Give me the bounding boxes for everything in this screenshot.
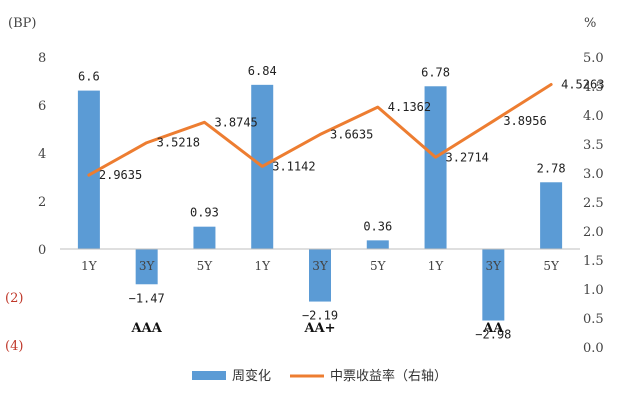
line-data-label: 3.5218 <box>157 136 200 150</box>
right-axis-unit: % <box>584 16 596 31</box>
left-tick-label: 8 <box>38 51 46 66</box>
line-data-label: 4.1362 <box>388 100 431 114</box>
right-tick-label: 2.5 <box>583 196 604 211</box>
yield-line <box>87 82 553 177</box>
bar <box>366 240 389 249</box>
bar-data-label: 6.84 <box>248 64 277 78</box>
left-axis-unit: (BP) <box>8 16 36 31</box>
left-tick-label: (4) <box>5 339 23 354</box>
right-tick-label: 3.5 <box>583 138 604 153</box>
category-label: 1Y <box>428 259 445 273</box>
line-data-labels: 2.9635 3.5218 3.8745 3.1142 3.6635 4.1362 3.27… <box>99 77 605 182</box>
left-tick-label: 4 <box>38 147 46 162</box>
bar-data-label: 0.93 <box>190 206 219 220</box>
bar-data-label: −1.47 <box>129 291 165 305</box>
bar-data-label: 0.36 <box>363 219 392 233</box>
category-label: 5Y <box>370 259 387 273</box>
left-tick-label: 2 <box>38 195 46 210</box>
right-tick-label: 1.5 <box>583 254 604 269</box>
line-data-label: 3.8745 <box>214 115 257 129</box>
line-data-label: 2.9635 <box>99 168 142 182</box>
legend-label-bar: 周变化 <box>232 368 271 384</box>
legend-swatch-bar <box>192 371 226 380</box>
bar <box>424 86 447 249</box>
right-tick-label: 0.0 <box>583 341 604 356</box>
bar-data-label: 2.78 <box>537 161 566 175</box>
category-label: 5Y <box>543 259 560 273</box>
legend: 周变化 中票收益率（右轴） <box>192 368 447 384</box>
line-data-label: 3.2714 <box>446 150 489 164</box>
right-tick-label: 4.0 <box>583 109 604 124</box>
bar <box>482 249 505 321</box>
bar-data-label: 6.6 <box>78 70 100 84</box>
left-axis: 8 6 4 2 0 (2) (4) <box>5 51 46 354</box>
right-tick-label: 5.0 <box>583 51 604 66</box>
bar-data-label: −2.98 <box>475 328 511 342</box>
group-labels: AAA AA+ AA <box>131 321 505 336</box>
bar-data-label: −2.19 <box>302 309 338 323</box>
category-label: 3Y <box>486 259 503 273</box>
bar <box>135 249 158 285</box>
right-tick-label: 2.0 <box>583 225 604 240</box>
line-series <box>87 82 553 177</box>
category-label: 3Y <box>139 259 156 273</box>
right-tick-label: 1.0 <box>583 283 604 298</box>
bar-data-labels: 6.6 −1.47 0.93 6.84 −2.19 0.36 6.78 −2.98 2.78 <box>78 64 566 342</box>
bar <box>77 90 100 249</box>
bar <box>540 182 563 249</box>
group-label: AA <box>482 321 504 336</box>
bar <box>193 226 216 249</box>
line-data-label: 4.5263 <box>561 77 604 91</box>
line-data-label: 3.6635 <box>330 128 373 142</box>
category-axis-labels: 1Y 3Y 5Y 1Y 3Y 5Y 1Y 3Y 5Y <box>81 259 560 273</box>
category-label: 3Y <box>312 259 329 273</box>
category-label: 1Y <box>254 259 271 273</box>
group-label: AAA <box>131 321 163 336</box>
right-tick-label: 0.5 <box>583 312 604 327</box>
category-label: 1Y <box>81 259 98 273</box>
left-tick-label: (2) <box>5 291 23 306</box>
left-tick-label: 6 <box>38 99 46 114</box>
bar-data-label: 6.78 <box>421 65 450 79</box>
bar <box>309 249 331 302</box>
left-tick-label: 0 <box>38 243 46 258</box>
bar-series <box>77 84 563 321</box>
legend-label-line: 中票收益率（右轴） <box>330 368 447 384</box>
line-data-label: 3.8956 <box>503 114 546 128</box>
right-tick-label: 3.0 <box>583 167 604 182</box>
right-axis: 5.0 4.5 4.0 3.5 3.0 2.5 2.0 1.5 1.0 0.5 0.0 <box>583 51 604 356</box>
line-data-label: 3.1142 <box>272 159 315 173</box>
right-tick-label: 4.5 <box>583 80 604 95</box>
category-label: 5Y <box>197 259 214 273</box>
group-label: AA+ <box>303 321 335 336</box>
